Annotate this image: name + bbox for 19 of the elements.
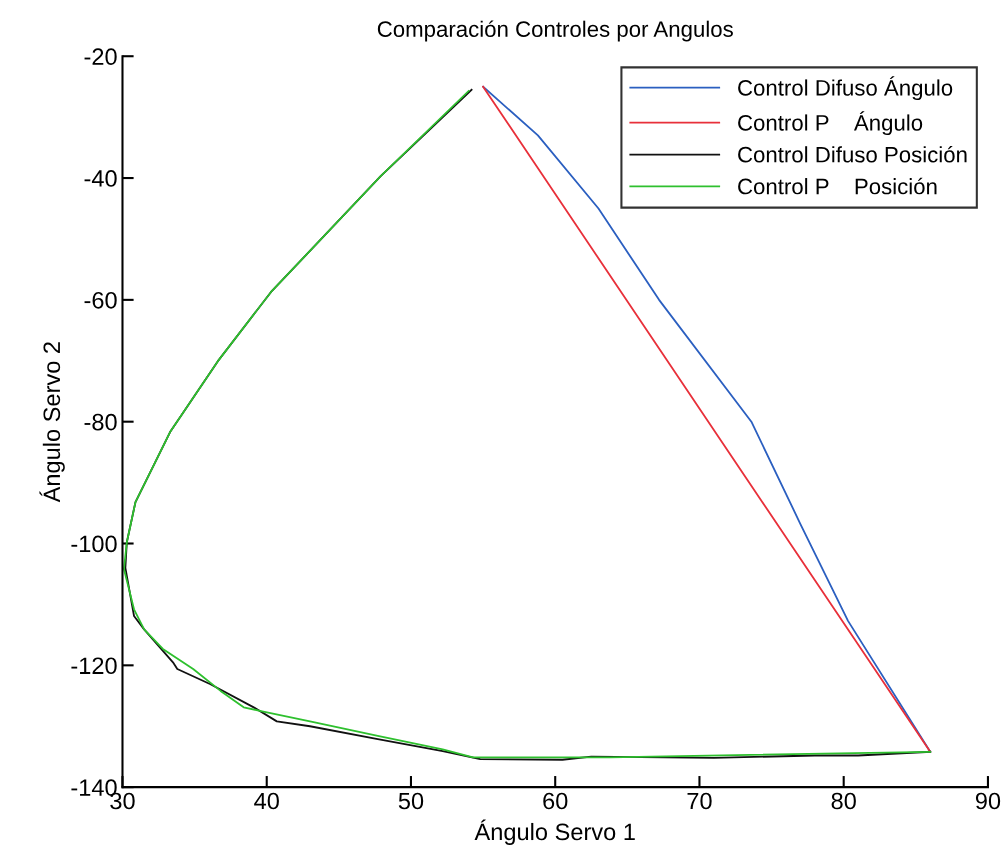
x-axis-title: Ángulo Servo 1	[474, 819, 635, 845]
legend-label: Control P Posición	[738, 177, 937, 195]
y-axis-title: Ángulo Servo 2	[39, 342, 65, 503]
x-tick-label: 40	[254, 792, 279, 810]
chart-title: Comparación Controles por Angulos	[377, 20, 733, 42]
y-tick-label: -120	[71, 657, 117, 675]
x-tick-label: 80	[831, 792, 856, 810]
legend-label: Control Difuso Ángulo	[738, 76, 953, 101]
legend-label: Control P Ángulo	[738, 111, 923, 136]
x-tick-label: 90	[975, 792, 1001, 810]
x-tick-label: 70	[687, 792, 712, 810]
legend-label: Control Difuso Posición	[738, 145, 967, 163]
y-tick-label: -20	[84, 48, 117, 66]
y-tick-label: -60	[84, 291, 117, 309]
y-tick-label: -100	[71, 535, 117, 553]
x-tick-label: 50	[398, 792, 424, 810]
y-tick-label: -80	[84, 413, 117, 431]
x-tick-label: 60	[543, 792, 568, 810]
y-tick-label: -40	[84, 170, 117, 187]
